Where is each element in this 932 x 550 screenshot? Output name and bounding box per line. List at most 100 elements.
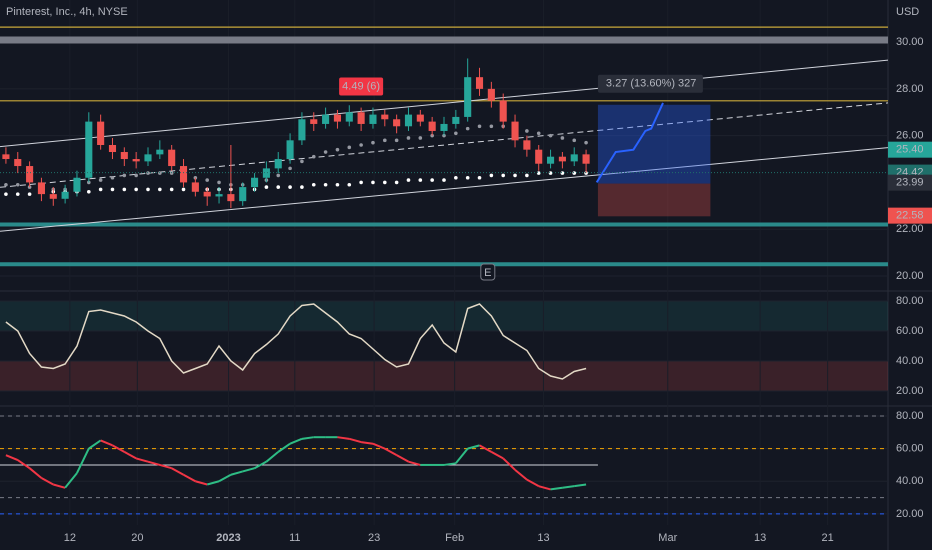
- moving-average-dot: [134, 173, 138, 178]
- candle-body: [97, 121, 105, 145]
- trend-line: [0, 147, 889, 232]
- candle-body: [227, 194, 235, 202]
- moving-average-dot: [454, 175, 458, 180]
- line-segment: [455, 447, 469, 464]
- line-segment: [514, 469, 528, 481]
- y-tick-label: 60.00: [896, 325, 924, 337]
- y-tick-label: 80.00: [896, 410, 924, 422]
- line-segment: [467, 444, 480, 450]
- moving-average-dot: [15, 182, 20, 187]
- candle-body: [251, 177, 259, 188]
- y-tick-label: 28.00: [896, 83, 924, 95]
- candle-body: [61, 191, 69, 199]
- moving-average-dot: [98, 178, 103, 182]
- moving-average-dot: [418, 178, 423, 182]
- moving-average-dot: [394, 180, 399, 185]
- moving-average-dot: [383, 138, 387, 143]
- moving-average-dot: [489, 124, 494, 129]
- line-segment: [254, 460, 267, 470]
- y-tick-label: 22.00: [896, 223, 924, 235]
- y-tick-label: 80.00: [896, 295, 924, 307]
- line-segment: [5, 454, 19, 461]
- moving-average-dot: [442, 178, 446, 182]
- moving-average-dot: [98, 187, 103, 192]
- price-tag: [888, 141, 932, 158]
- moving-average-dot: [288, 166, 292, 171]
- price-tag-label: 23.99: [896, 177, 924, 189]
- moving-average-dot: [572, 171, 577, 175]
- moving-average-dot: [122, 187, 127, 192]
- candle-body: [499, 100, 507, 122]
- candle-body: [404, 114, 413, 127]
- moving-average-dot: [134, 187, 138, 192]
- x-tick-label: 21: [821, 532, 833, 544]
- moving-average-dot: [15, 192, 20, 196]
- moving-average-dot: [335, 182, 340, 187]
- moving-average-dot: [454, 131, 458, 136]
- price-tag: [888, 174, 932, 191]
- moving-average-dot: [158, 187, 162, 192]
- line-segment: [111, 444, 125, 453]
- moving-average-dot: [406, 178, 411, 182]
- moving-average-dot: [383, 180, 387, 185]
- position-target-zone: [597, 104, 711, 184]
- line-segment: [123, 451, 137, 460]
- candle-body: [333, 114, 341, 122]
- moving-average-dot: [525, 129, 529, 133]
- line-segment: [147, 460, 161, 466]
- x-tick-label: 2023: [216, 532, 240, 544]
- trend-line: [0, 59, 889, 148]
- moving-average-dot: [536, 131, 541, 136]
- moving-average-dot: [584, 140, 588, 145]
- moving-average-dot: [513, 173, 517, 178]
- moving-average-dot: [335, 147, 340, 152]
- line-segment: [574, 483, 587, 488]
- moving-average-dot: [205, 178, 209, 182]
- zone: [0, 301, 888, 332]
- candle-body: [570, 154, 578, 162]
- moving-average-dot: [276, 185, 281, 189]
- projection-line: [595, 102, 664, 183]
- candle-body: [156, 149, 164, 155]
- moving-average-dot: [87, 189, 91, 194]
- x-tick-label: 20: [131, 532, 143, 544]
- moving-average-dot: [371, 140, 375, 145]
- candle-body: [37, 182, 45, 195]
- candle-body: [345, 112, 353, 122]
- moving-average-dot: [217, 180, 221, 185]
- moving-average-dot: [572, 138, 577, 143]
- candle-body: [2, 154, 10, 160]
- x-tick-label: 11: [289, 532, 300, 544]
- candle-body: [535, 149, 543, 164]
- line-segment: [40, 477, 54, 486]
- x-tick-label: Mar: [658, 532, 677, 544]
- moving-average-dot: [169, 187, 174, 192]
- moving-average-dot: [560, 136, 565, 140]
- candle-body: [452, 116, 460, 124]
- moving-average-dot: [430, 178, 434, 182]
- moving-average-dot: [525, 173, 529, 178]
- candle-body: [85, 121, 93, 178]
- moving-average-dot: [465, 126, 470, 131]
- moving-average-dot: [418, 136, 423, 140]
- candle-body: [416, 114, 424, 122]
- x-tick-label: 12: [64, 532, 76, 544]
- candle-body: [26, 166, 34, 183]
- moving-average-dot: [548, 133, 553, 138]
- candle-body: [14, 159, 22, 167]
- y-tick-label: 20.00: [896, 270, 924, 282]
- line-segment: [349, 437, 362, 444]
- position-stop-zone: [597, 183, 711, 217]
- candle-body: [191, 182, 199, 192]
- candle-body: [393, 119, 401, 127]
- trend-line: [0, 102, 889, 188]
- moving-average-dot: [110, 175, 115, 180]
- y-tick-label: 60.00: [896, 443, 924, 455]
- line-segment: [562, 485, 575, 489]
- candle-body: [523, 140, 531, 150]
- moving-average-dot: [347, 182, 352, 187]
- candle-body: [120, 152, 128, 160]
- chart-title: Pinterest, Inc., 4h, NYSE: [6, 6, 128, 18]
- line: [5, 303, 587, 380]
